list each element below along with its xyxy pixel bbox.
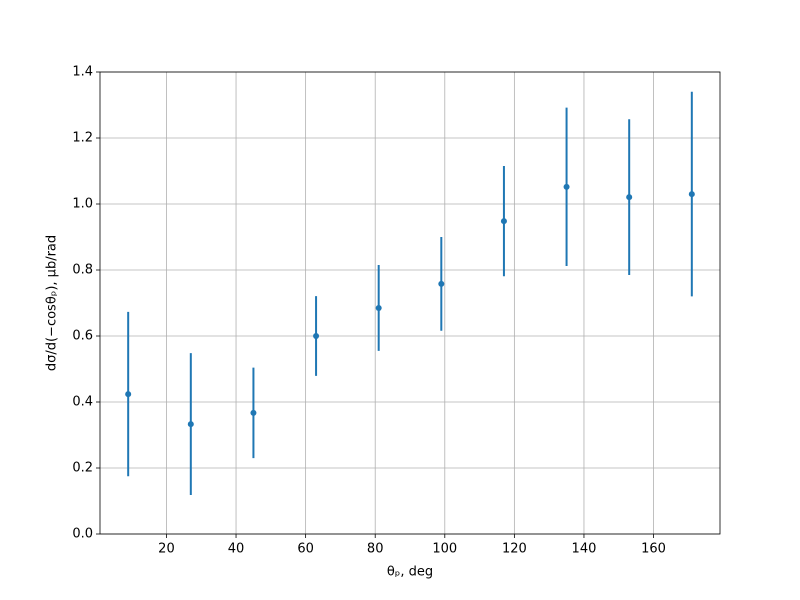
x-tick-label: 140 xyxy=(572,542,597,557)
data-point xyxy=(563,183,570,190)
y-tick-label: 1.2 xyxy=(72,131,93,146)
y-axis-label: dσ/d(−cosθₚ), μb/rad xyxy=(45,235,60,371)
plot-frame xyxy=(99,71,721,535)
data-point xyxy=(250,409,257,416)
data-point xyxy=(125,391,132,398)
data-point xyxy=(438,280,445,287)
y-tick-label: 0.8 xyxy=(72,263,93,278)
y-tick-label: 0.0 xyxy=(72,527,93,542)
x-tick-label: 40 xyxy=(228,542,245,557)
x-tick-label: 20 xyxy=(158,542,175,557)
data-point xyxy=(187,421,194,428)
x-tick-label: 120 xyxy=(502,542,527,557)
x-axis-label: θₚ, deg xyxy=(387,565,433,580)
y-tick-label: 0.6 xyxy=(72,329,93,344)
x-tick-label: 80 xyxy=(367,542,384,557)
x-tick-label: 60 xyxy=(297,542,314,557)
data-point xyxy=(500,218,507,225)
y-tick-label: 1.4 xyxy=(72,65,93,80)
x-tick-label: 160 xyxy=(641,542,666,557)
data-point xyxy=(688,191,695,198)
data-point xyxy=(626,194,633,201)
y-tick-label: 1.0 xyxy=(72,197,93,212)
y-tick-label: 0.2 xyxy=(72,461,93,476)
y-tick-label: 0.4 xyxy=(72,395,93,410)
data-point xyxy=(313,333,320,339)
data-point xyxy=(375,304,382,311)
x-tick-label: 100 xyxy=(432,542,457,557)
